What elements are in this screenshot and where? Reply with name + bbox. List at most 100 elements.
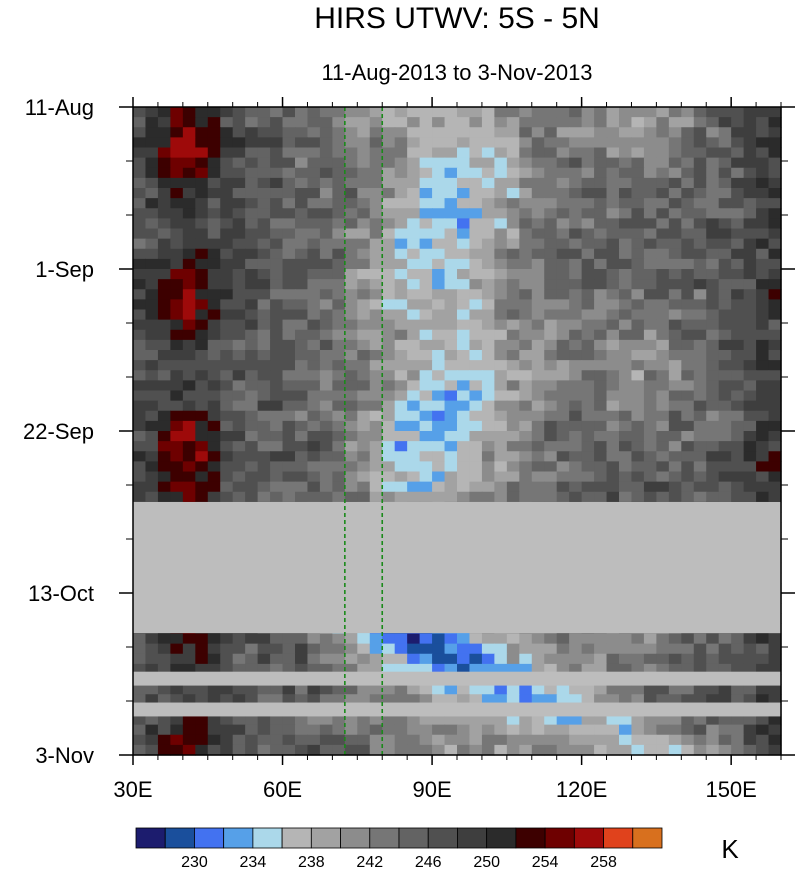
field-cell — [394, 431, 408, 442]
field-cell — [394, 319, 408, 331]
field-cell — [743, 309, 757, 321]
field-cell — [245, 238, 259, 250]
field-cell — [681, 410, 695, 422]
field-cell — [232, 431, 246, 442]
field-cell — [457, 350, 471, 361]
field-cell — [656, 380, 670, 392]
field-cell — [768, 390, 782, 402]
field-cell — [481, 734, 495, 746]
field-cell — [157, 127, 171, 138]
field-cell — [232, 491, 246, 503]
field-cell — [693, 319, 707, 331]
field-cell — [307, 198, 321, 209]
field-cell — [643, 218, 657, 230]
field-cell — [494, 350, 508, 361]
field-cell — [407, 400, 421, 412]
field-cell — [319, 188, 333, 199]
field-cell — [419, 117, 433, 128]
field-cell — [668, 663, 682, 675]
field-cell — [469, 218, 483, 230]
field-cell — [182, 228, 196, 240]
field-cell — [295, 431, 309, 442]
field-cell — [506, 684, 520, 695]
field-cell — [295, 684, 309, 695]
field-cell — [481, 400, 495, 412]
missing-data-bands — [133, 501, 781, 717]
field-cell — [556, 107, 570, 118]
field-cell — [619, 734, 633, 746]
field-cell — [506, 238, 520, 250]
field-cell — [731, 481, 745, 493]
field-cell — [295, 117, 309, 128]
field-cell — [569, 360, 583, 371]
field-cell — [232, 157, 246, 169]
field-cell — [768, 400, 782, 412]
field-cell — [270, 431, 284, 442]
field-cell — [369, 107, 383, 118]
field-cell — [394, 694, 408, 705]
field-cell — [232, 400, 246, 412]
field-cell — [432, 724, 446, 736]
field-cell — [207, 633, 221, 645]
field-cell — [656, 471, 670, 483]
field-cell — [245, 663, 259, 675]
field-cell — [220, 107, 234, 118]
field-cell — [444, 471, 458, 483]
field-cell — [394, 633, 408, 645]
field-cell — [718, 198, 732, 209]
field-cell — [444, 238, 458, 250]
field-cell — [419, 339, 433, 351]
field-cell — [481, 339, 495, 351]
field-cell — [544, 663, 558, 675]
field-cell — [681, 147, 695, 159]
field-cell — [594, 400, 608, 412]
field-cell — [270, 157, 284, 169]
field-cell — [606, 319, 620, 331]
field-cell — [606, 167, 620, 179]
field-cell — [332, 420, 346, 432]
field-cell — [706, 491, 720, 503]
field-cell — [394, 309, 408, 321]
field-cell — [469, 228, 483, 240]
field-cell — [594, 420, 608, 432]
field-cell — [270, 208, 284, 219]
field-cell — [656, 167, 670, 179]
field-cell — [556, 370, 570, 381]
field-cell — [419, 269, 433, 280]
field-cell — [419, 491, 433, 503]
field-cell — [481, 127, 495, 138]
field-cell — [469, 188, 483, 199]
field-cell — [531, 198, 545, 209]
field-cell — [157, 279, 171, 290]
field-cell — [594, 177, 608, 189]
field-cell — [481, 694, 495, 705]
field-cell — [706, 441, 720, 452]
field-cell — [768, 653, 782, 665]
field-cell — [394, 269, 408, 280]
field-cell — [257, 258, 271, 270]
field-cell — [357, 319, 371, 331]
field-cell — [282, 177, 296, 189]
field-cell — [556, 744, 570, 756]
field-cell — [481, 188, 495, 199]
field-cell — [668, 714, 682, 726]
field-cell — [706, 339, 720, 351]
field-cell — [369, 451, 383, 462]
field-cell — [469, 380, 483, 392]
field-cell — [182, 218, 196, 230]
field-cell — [419, 350, 433, 361]
field-cell — [344, 390, 358, 402]
field-cell — [369, 177, 383, 189]
field-cell — [182, 431, 196, 442]
field-cell — [207, 360, 221, 371]
field-cell — [506, 167, 520, 179]
field-cell — [232, 289, 246, 300]
field-cell — [319, 360, 333, 371]
field-cell — [407, 491, 421, 503]
field-cell — [170, 451, 184, 462]
field-cell — [195, 420, 209, 432]
field-cell — [394, 258, 408, 270]
field-cell — [718, 684, 732, 695]
field-cell — [369, 289, 383, 300]
field-cell — [731, 198, 745, 209]
